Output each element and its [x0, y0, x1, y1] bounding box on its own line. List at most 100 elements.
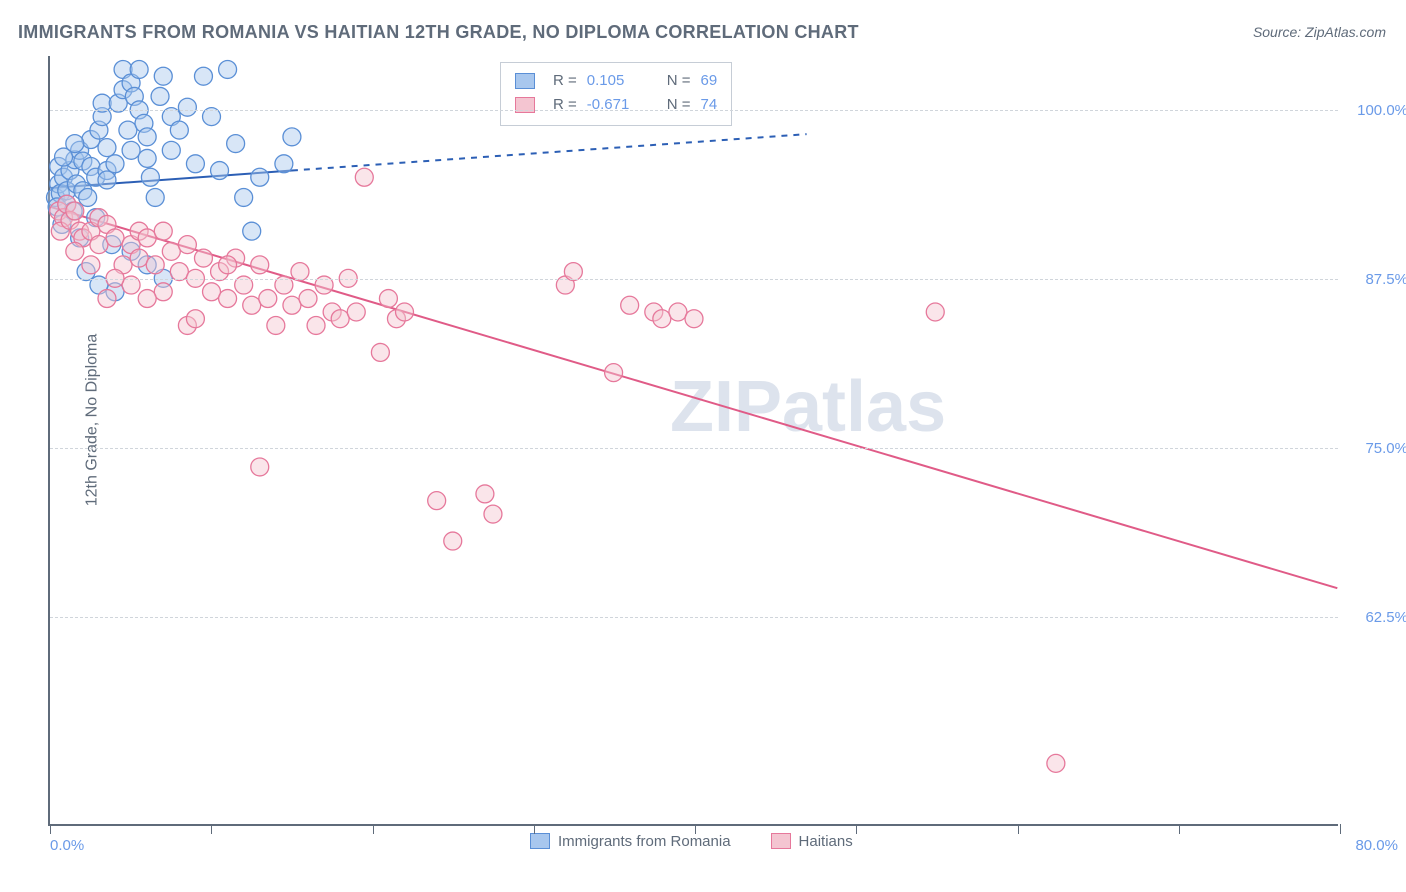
data-point	[138, 229, 156, 247]
r-value: -0.671	[587, 93, 647, 117]
data-point	[291, 263, 309, 281]
data-point	[138, 290, 156, 308]
data-point	[130, 60, 148, 78]
data-point	[299, 290, 317, 308]
y-tick-label: 87.5%	[1365, 271, 1406, 288]
data-point	[621, 296, 639, 314]
data-point	[235, 188, 253, 206]
data-point	[119, 121, 137, 139]
series-legend: Immigrants from Romania Haitians	[530, 833, 853, 850]
x-axis-min-label: 0.0%	[50, 837, 84, 854]
data-point	[1047, 754, 1065, 772]
data-point	[267, 316, 285, 334]
x-tick	[211, 824, 212, 834]
y-tick-label: 75.0%	[1365, 440, 1406, 457]
data-point	[227, 135, 245, 153]
data-point	[170, 263, 188, 281]
data-point	[484, 505, 502, 523]
data-point	[259, 290, 277, 308]
data-point	[55, 148, 73, 166]
data-point	[396, 303, 414, 321]
data-point	[151, 87, 169, 105]
data-point	[251, 458, 269, 476]
data-point	[243, 296, 261, 314]
source-attribution: Source: ZipAtlas.com	[1253, 24, 1386, 40]
data-point	[355, 168, 373, 186]
data-point	[154, 67, 172, 85]
data-point	[146, 188, 164, 206]
data-point	[186, 310, 204, 328]
data-point	[219, 290, 237, 308]
data-point	[251, 168, 269, 186]
data-point	[275, 155, 293, 173]
data-point	[219, 256, 237, 274]
data-point	[243, 222, 261, 240]
x-tick	[695, 824, 696, 834]
data-point	[251, 256, 269, 274]
y-tick-label: 100.0%	[1357, 102, 1406, 119]
n-label: N =	[667, 93, 691, 117]
legend-swatch	[515, 73, 535, 89]
chart-title: IMMIGRANTS FROM ROMANIA VS HAITIAN 12TH …	[18, 22, 859, 43]
r-label: R =	[553, 69, 577, 93]
data-point	[146, 256, 164, 274]
gridline-horizontal	[50, 110, 1338, 111]
x-tick	[856, 824, 857, 834]
data-point	[194, 67, 212, 85]
data-point	[178, 236, 196, 254]
data-point	[283, 128, 301, 146]
data-point	[82, 256, 100, 274]
data-point	[283, 296, 301, 314]
legend-swatch	[771, 833, 791, 849]
data-point	[138, 149, 156, 167]
correlation-row: R = -0.671 N = 74	[515, 93, 717, 117]
data-point	[90, 236, 108, 254]
data-point	[66, 242, 84, 260]
data-point	[106, 229, 124, 247]
data-point	[98, 139, 116, 157]
data-point	[428, 492, 446, 510]
data-point	[154, 222, 172, 240]
data-point	[154, 283, 172, 301]
data-point	[307, 316, 325, 334]
data-point	[106, 155, 124, 173]
correlation-row: R = 0.105 N = 69	[515, 69, 717, 93]
x-tick	[1340, 824, 1341, 834]
x-tick	[373, 824, 374, 834]
n-label: N =	[667, 69, 691, 93]
legend-swatch	[530, 833, 550, 849]
n-value: 69	[701, 69, 718, 93]
legend-label: Haitians	[799, 833, 853, 850]
gridline-horizontal	[50, 279, 1338, 280]
data-point	[130, 249, 148, 267]
data-point	[476, 485, 494, 503]
data-point	[178, 98, 196, 116]
data-point	[194, 249, 212, 267]
data-point	[926, 303, 944, 321]
x-tick	[1018, 824, 1019, 834]
data-point	[122, 141, 140, 159]
data-point	[331, 310, 349, 328]
data-point	[98, 171, 116, 189]
data-point	[564, 263, 582, 281]
gridline-horizontal	[50, 448, 1338, 449]
data-point	[98, 290, 116, 308]
data-point	[162, 242, 180, 260]
x-tick	[1179, 824, 1180, 834]
data-point	[444, 532, 462, 550]
n-value: 74	[701, 93, 718, 117]
data-point	[371, 343, 389, 361]
x-tick	[534, 824, 535, 834]
y-tick-label: 62.5%	[1365, 609, 1406, 626]
r-value: 0.105	[587, 69, 647, 93]
x-tick	[50, 824, 51, 834]
data-point	[347, 303, 365, 321]
data-point	[669, 303, 687, 321]
data-point	[186, 155, 204, 173]
legend-label: Immigrants from Romania	[558, 833, 731, 850]
data-point	[685, 310, 703, 328]
scatter-points-layer	[50, 56, 1338, 824]
data-point	[141, 168, 159, 186]
data-point	[653, 310, 671, 328]
data-point	[211, 162, 229, 180]
